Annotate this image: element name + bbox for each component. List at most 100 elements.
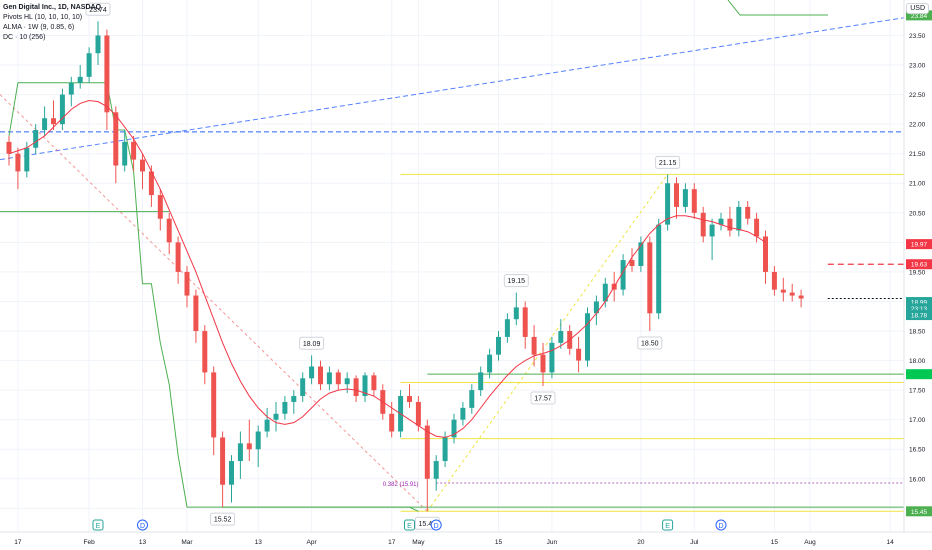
time-tick-label: 17 bbox=[14, 539, 22, 546]
candle-body bbox=[344, 378, 350, 385]
price-tick-label: 23.50 bbox=[909, 33, 926, 40]
candle-body bbox=[140, 159, 145, 172]
pivot-label-box bbox=[85, 2, 111, 16]
time-tick-label: 15 bbox=[495, 539, 503, 546]
price-tick-label: 20.50 bbox=[909, 210, 926, 217]
candle-body bbox=[371, 375, 377, 391]
dividend-label: D bbox=[140, 523, 145, 530]
time-tick-label: 13 bbox=[255, 539, 263, 546]
candle-body bbox=[469, 390, 475, 408]
candle-body bbox=[264, 419, 270, 432]
pivot-label: 21.15 bbox=[659, 160, 677, 167]
candle-body bbox=[763, 236, 768, 272]
time-tick-label: 13 bbox=[139, 539, 147, 546]
price-badge-label: 19.63 bbox=[911, 262, 928, 269]
candle-body bbox=[318, 366, 323, 385]
candle-body bbox=[780, 289, 786, 293]
dividend-icon bbox=[715, 519, 727, 531]
candle-body bbox=[656, 224, 662, 314]
candle-body bbox=[602, 283, 608, 302]
candle-body bbox=[736, 206, 742, 231]
time-tick-label: Apr bbox=[307, 539, 318, 546]
indicator-alma[interactable]: ALMA · 1W (9, 0.85, 6) bbox=[3, 24, 75, 31]
candle-body bbox=[282, 401, 288, 414]
fib-trend bbox=[426, 174, 669, 512]
candle-body bbox=[451, 419, 457, 438]
earnings-icon bbox=[404, 519, 415, 531]
chart-legend: Gen Digital Inc., 1D, NASDAQ Pivots HL (… bbox=[3, 3, 101, 43]
candle-body bbox=[754, 218, 760, 237]
candle-body bbox=[131, 141, 137, 160]
candle-body bbox=[77, 76, 83, 83]
candle-body bbox=[513, 307, 519, 320]
pivot-label: 15.45 bbox=[419, 521, 437, 528]
candle-body bbox=[558, 331, 564, 343]
price-badge-label: 15.45 bbox=[911, 509, 928, 516]
candle-body bbox=[51, 118, 56, 125]
dividend-icon bbox=[430, 519, 442, 531]
candle-body bbox=[389, 413, 395, 432]
candle-body bbox=[33, 130, 39, 148]
pivot-label-box bbox=[637, 336, 663, 350]
pivot-label: 19.15 bbox=[508, 278, 526, 285]
donchian-line bbox=[8, 82, 419, 512]
candle-body bbox=[593, 301, 599, 314]
price-badge-label: 19.97 bbox=[911, 242, 928, 249]
candle-body bbox=[442, 437, 448, 462]
candle-body bbox=[496, 336, 501, 355]
time-axis-bg bbox=[0, 532, 932, 550]
candle-body bbox=[682, 189, 688, 207]
candle-body bbox=[255, 431, 261, 450]
candle-body bbox=[24, 147, 30, 172]
candle-body bbox=[585, 313, 590, 361]
candle-body bbox=[674, 183, 679, 207]
dividend-label: D bbox=[434, 523, 439, 530]
candle-body bbox=[665, 183, 671, 225]
candle-body bbox=[273, 413, 279, 420]
candle-body bbox=[718, 218, 724, 225]
candle-body bbox=[246, 443, 252, 450]
time-tick-label: Feb bbox=[83, 539, 95, 546]
price-badge bbox=[906, 310, 932, 321]
pivot-label: 18.50 bbox=[641, 341, 659, 348]
candle-body bbox=[95, 35, 101, 54]
candle-body bbox=[576, 348, 582, 361]
candle-body bbox=[309, 366, 315, 379]
candle-body bbox=[335, 372, 341, 385]
currency-button[interactable]: USD bbox=[906, 3, 929, 14]
indicator-pivots[interactable]: Pivots HL (10, 10, 10, 10) bbox=[3, 14, 83, 21]
price-badge bbox=[906, 10, 932, 21]
candle-body bbox=[193, 295, 199, 332]
candle-body bbox=[478, 372, 484, 391]
indicator-line-top bbox=[727, 0, 828, 16]
candle-body bbox=[166, 218, 172, 243]
time-tick-label: 17 bbox=[388, 539, 396, 546]
time-tick-label: 20 bbox=[637, 539, 645, 546]
symbol-title[interactable]: Gen Digital Inc., 1D, NASDAQ bbox=[3, 4, 102, 11]
candle-body bbox=[229, 461, 234, 485]
indicator-dc[interactable]: DC · 10 (256) bbox=[3, 34, 46, 41]
price-tick-label: 18.00 bbox=[909, 358, 926, 365]
candle-body bbox=[237, 443, 243, 462]
time-tick-label: Aug bbox=[804, 539, 816, 546]
candle-body bbox=[148, 171, 154, 196]
candle-body bbox=[700, 212, 706, 237]
price-tick-label: 17.50 bbox=[909, 388, 926, 395]
candle-body bbox=[504, 319, 510, 337]
earnings-label: E bbox=[665, 523, 670, 530]
candle-body bbox=[291, 396, 297, 402]
price-badge-label: 18.78 bbox=[911, 313, 928, 320]
price-tick-label: 22.50 bbox=[909, 92, 926, 99]
earnings-label: E bbox=[96, 523, 101, 530]
price-badge bbox=[906, 506, 932, 517]
pivot-label: 17.57 bbox=[534, 395, 552, 402]
candle-body bbox=[691, 189, 697, 213]
candle-body bbox=[522, 307, 528, 337]
candle-body bbox=[433, 461, 439, 479]
candle-body bbox=[415, 401, 421, 426]
price-badge bbox=[906, 239, 932, 250]
candle-body bbox=[59, 94, 65, 125]
price-badge-label: 18.99 bbox=[911, 300, 928, 307]
price-tick-label: 16.50 bbox=[909, 447, 926, 454]
